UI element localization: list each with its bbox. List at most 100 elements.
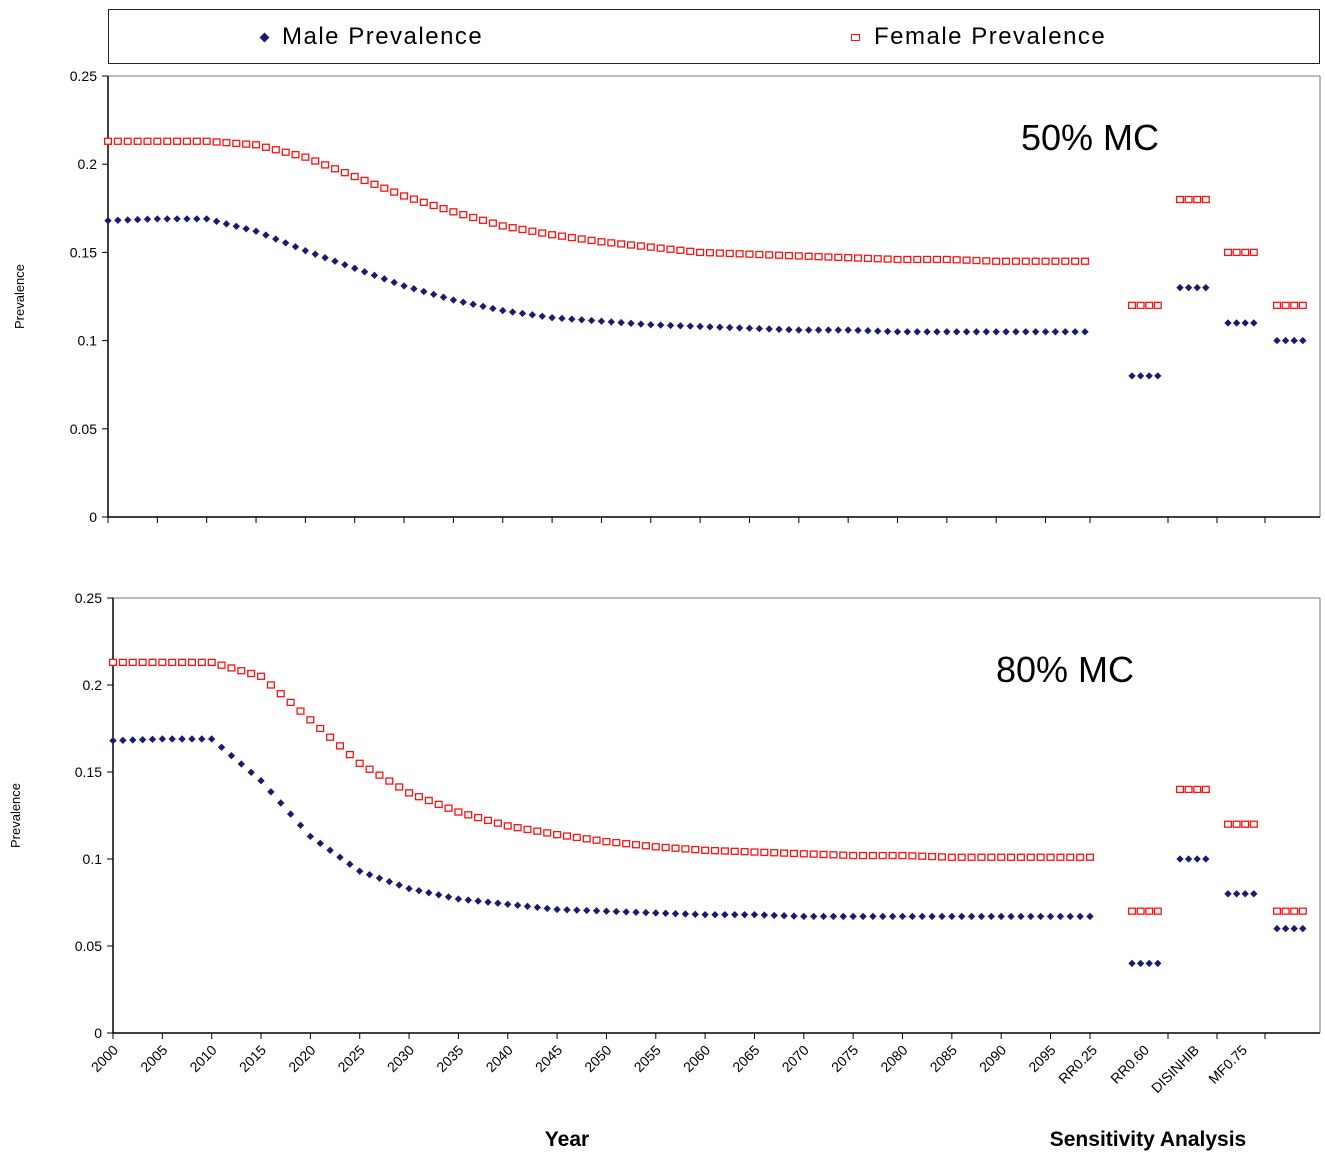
male-sensitivity-point <box>1281 924 1290 933</box>
male-sensitivity-point <box>1281 336 1290 345</box>
x-tick-labels: 2000 2005 2010 2015 2020 2025 2030 2035 2040 2045… <box>88 1042 1250 1096</box>
male-point <box>938 912 946 921</box>
male-point <box>449 296 458 304</box>
male-point <box>232 222 240 230</box>
female-sensitivity-point <box>1201 785 1210 794</box>
male-point <box>987 912 995 921</box>
female-point <box>513 824 522 832</box>
female-point <box>212 138 221 146</box>
male-point <box>1022 328 1030 336</box>
male-point <box>617 318 625 327</box>
female-sensitivity-point <box>1290 907 1299 915</box>
male-point <box>1041 328 1050 336</box>
female-point <box>173 137 182 145</box>
male-point <box>844 326 852 334</box>
y-tick-label: 0.25 <box>70 68 97 84</box>
x-tick-label: 2005 <box>137 1042 170 1075</box>
female-point <box>242 140 251 148</box>
male-sensitivity-point <box>1145 372 1153 380</box>
male-sensitivity-point <box>1224 319 1232 327</box>
male-point <box>523 902 532 911</box>
male-point <box>913 328 921 336</box>
female-point <box>967 853 976 861</box>
female-point <box>676 246 685 254</box>
female-point <box>316 724 325 733</box>
male-point <box>864 327 872 335</box>
x-tick-label: 2085 <box>927 1042 960 1075</box>
female-point <box>1011 257 1020 265</box>
male-point <box>780 912 788 920</box>
female-point <box>691 845 700 854</box>
x-tick-label: 2010 <box>186 1042 219 1075</box>
female-sensitivity-point <box>1241 820 1250 828</box>
male-point <box>893 328 902 336</box>
female-point <box>133 137 142 145</box>
female-point <box>715 249 724 257</box>
female-point <box>291 151 300 159</box>
female-point <box>247 669 256 678</box>
female-point <box>533 827 542 835</box>
male-point <box>790 912 798 920</box>
male-point <box>336 853 344 861</box>
female-point <box>932 255 942 264</box>
female-point <box>187 658 196 667</box>
female-point <box>523 825 532 834</box>
male-point <box>114 216 122 224</box>
male-point <box>296 821 305 829</box>
female-point <box>636 242 645 250</box>
female-point <box>464 811 473 819</box>
y-tick-label: 0.2 <box>83 677 103 693</box>
male-point <box>489 304 497 313</box>
x-tick-label: 2055 <box>631 1042 664 1075</box>
male-point <box>671 909 680 918</box>
female-sensitivity-point <box>1223 820 1233 828</box>
female-point <box>538 229 547 237</box>
x-tick-label: 2030 <box>384 1042 417 1075</box>
male-point <box>400 282 408 290</box>
female-sensitivity-point <box>1298 301 1307 309</box>
male-point <box>405 884 413 893</box>
female-point <box>622 840 631 848</box>
female-sensitivity-point <box>1136 301 1145 309</box>
female-point <box>557 232 567 240</box>
female-point <box>863 254 872 263</box>
male-point <box>760 911 769 919</box>
male-point <box>622 908 630 916</box>
female-point <box>153 137 162 145</box>
male-point <box>528 311 537 319</box>
male-point <box>227 751 236 760</box>
male-point <box>360 268 369 276</box>
x-tick-label: 2040 <box>483 1042 516 1075</box>
male-point <box>597 317 606 325</box>
male-point <box>637 320 645 328</box>
male-point <box>804 326 813 334</box>
female-point <box>617 240 626 248</box>
female-point <box>705 249 715 257</box>
male-point <box>834 326 842 334</box>
male-point <box>222 220 231 228</box>
female-point <box>553 830 562 839</box>
female-point <box>656 244 665 252</box>
male-point <box>1046 912 1055 921</box>
y-tick-label: 0.05 <box>70 421 97 437</box>
female-point <box>148 658 157 667</box>
male-point <box>538 312 546 320</box>
female-point <box>745 250 754 258</box>
male-point <box>829 912 838 921</box>
female-point <box>400 192 409 200</box>
female-point <box>868 851 877 860</box>
male-point <box>676 322 685 330</box>
male-point <box>558 314 566 323</box>
male-sensitivity-point <box>1184 855 1193 863</box>
male-point <box>346 860 354 868</box>
y-tick-label: 0.25 <box>75 590 102 606</box>
female-point <box>128 658 137 667</box>
male-point <box>1002 328 1010 336</box>
male-point <box>583 906 591 915</box>
female-point <box>725 249 734 258</box>
female-point <box>498 222 507 230</box>
female-point <box>858 851 868 860</box>
female-point <box>765 251 774 259</box>
female-point <box>414 793 423 801</box>
male-point <box>824 326 833 334</box>
